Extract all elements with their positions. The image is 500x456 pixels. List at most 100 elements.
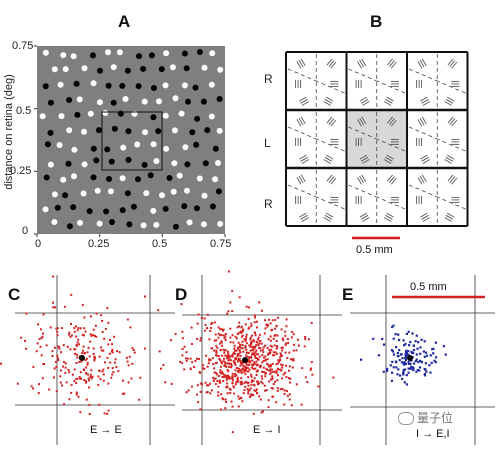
on-cell-dot: [51, 66, 58, 73]
panel-e-connection-dot: [404, 343, 407, 346]
panel-d-connection-dot: [227, 374, 229, 377]
panel-c-connection-dot: [92, 328, 95, 331]
panel-label-e: E: [342, 285, 354, 304]
orientation-bar: [447, 174, 454, 182]
on-cell-dot: [77, 219, 83, 226]
panel-c-connection-dot: [69, 348, 72, 351]
panel-c-connection-dot: [115, 366, 118, 369]
orientation-glyph: [295, 195, 302, 204]
panel-c-connection-dot: [84, 359, 87, 362]
panel-d-connection-dot: [194, 359, 197, 362]
on-cell-dot: [143, 190, 150, 197]
panel-d-connection-dot: [218, 379, 221, 382]
panel-e-connection-dot: [414, 360, 417, 363]
on-cell-dot: [62, 66, 69, 73]
panel-d-connection-dot: [271, 375, 274, 378]
orientation-bar: [299, 212, 307, 218]
off-cell-dot: [148, 52, 155, 59]
panel-c-connection-dot: [32, 365, 35, 368]
panel-d-connection-dot: [275, 325, 278, 328]
panel-e-connection-dot: [386, 367, 389, 370]
panel-d-connection-dot: [217, 355, 220, 357]
panel-d-connection-dot: [234, 335, 237, 338]
orientation-bar: [383, 217, 392, 222]
orientation-bar: [390, 177, 397, 185]
panel-d-connection-dot: [183, 345, 186, 348]
on-cell-dot: [76, 96, 83, 103]
panel-e-connection-dot: [404, 362, 408, 365]
panel-d-connection-dot: [271, 328, 274, 331]
center-neuron-marker: [407, 355, 413, 361]
panel-d-connection-dot: [221, 397, 224, 400]
orientation-bar: [300, 58, 306, 67]
orientation-glyph: [359, 212, 370, 222]
panel-d-connection-dot: [284, 330, 287, 333]
orientation-glyph: [451, 138, 460, 145]
panel-e-connection-dot: [397, 333, 400, 336]
panel-c-connection-dot: [75, 382, 78, 384]
panel-d-connection-dot: [288, 351, 291, 354]
panel-c-connection-dot: [68, 371, 71, 374]
panel-d-connection-dot: [219, 371, 222, 374]
panel-c-connection-dot: [79, 371, 82, 374]
panel-d-connection-dot: [213, 371, 216, 374]
panel-c-connection-dot: [76, 356, 79, 359]
panel-d-connection-dot: [226, 369, 229, 371]
panel-d-connection-dot: [229, 341, 232, 344]
off-cell-dot: [110, 99, 117, 106]
panel-d-connection-dot: [223, 357, 225, 360]
panel-d-connection-dot: [277, 359, 280, 362]
panel-d-connection-dot: [181, 354, 184, 357]
panel-d-connection-dot: [267, 338, 270, 341]
panel-c-connection-dot: [60, 327, 63, 330]
orientation-bar: [357, 119, 362, 127]
panel-a-y-tick: 0.5: [16, 105, 32, 117]
off-cell-dot: [194, 115, 201, 122]
panel-c-connection-dot: [127, 364, 130, 367]
orientation-bar: [422, 101, 431, 106]
panel-c-connection-dot: [0, 362, 2, 365]
panel-c-connection-dot: [48, 388, 51, 391]
panel-e-connection-dot: [398, 338, 401, 342]
orientation-bar: [361, 174, 367, 183]
off-cell-dot: [185, 98, 191, 105]
panel-d-connection-dot: [266, 358, 269, 361]
panel-c-connection-dot: [81, 304, 84, 307]
panel-d-label: E → I: [253, 424, 281, 436]
panel-d-connection-dot: [252, 349, 255, 352]
orientation-bar: [390, 61, 397, 69]
panel-c-connection-dot: [88, 379, 90, 382]
panel-e-connection-dot: [401, 357, 404, 360]
panel-a-y-tick: 0: [22, 225, 29, 237]
panel-d-connection-dot: [227, 376, 230, 379]
off-cell-dot: [193, 205, 200, 212]
orientation-bar: [330, 61, 337, 69]
orientation-glyph: [417, 116, 427, 127]
panel-c-connection-dot: [25, 312, 28, 315]
panel-d-connection-dot: [252, 352, 255, 355]
panel-d-connection-dot: [231, 379, 234, 382]
panel-d-connection-dot: [253, 332, 256, 334]
panel-c-connection-dot: [139, 376, 142, 379]
panel-d-connection-dot: [283, 403, 286, 406]
panel-d-connection-dot: [249, 336, 252, 339]
panel-d-connection-dot: [249, 338, 252, 341]
panel-c-connection-dot: [65, 381, 68, 384]
off-cell-dot: [103, 208, 110, 215]
on-cell-dot: [42, 49, 49, 56]
panel-d-connection-dot: [234, 358, 237, 361]
panel-d-connection-dot: [169, 339, 172, 342]
panel-d-connection-dot: [259, 398, 262, 401]
panel-d-connection-dot: [245, 348, 248, 351]
panel-c-connection-dot: [88, 413, 91, 415]
off-cell-dot: [126, 221, 133, 228]
off-cell-dot: [166, 175, 173, 181]
off-cell-dot: [43, 174, 50, 181]
panel-d-connection-dot: [273, 344, 276, 347]
orientation-bar: [301, 101, 310, 106]
orientation-bar: [446, 154, 455, 160]
panel-c-connection-dot: [86, 361, 89, 364]
orientation-bar: [449, 176, 456, 183]
panel-d-connection-dot: [292, 333, 295, 336]
